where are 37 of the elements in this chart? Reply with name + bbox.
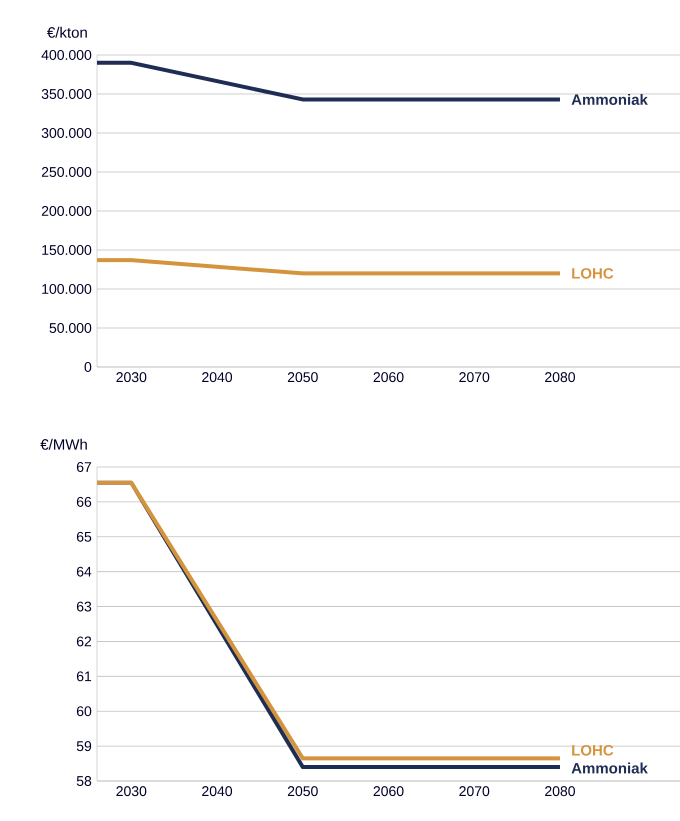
x-tick-label: 2060 bbox=[374, 786, 404, 796]
y-tick-label: 65 bbox=[76, 532, 92, 542]
y-axis-title: €/MWh bbox=[40, 438, 87, 450]
series-label: Ammoniak bbox=[572, 762, 648, 774]
y-tick-label: 64 bbox=[76, 566, 92, 577]
x-tick-label: 2030 bbox=[116, 786, 146, 796]
y-tick-label: 0 bbox=[84, 362, 92, 372]
series-label: LOHC bbox=[572, 268, 614, 279]
y-tick-label: 61 bbox=[76, 671, 92, 682]
y-tick-label: 63 bbox=[76, 602, 92, 612]
x-tick-label: 2060 bbox=[374, 372, 404, 382]
y-tick-label: 59 bbox=[76, 741, 92, 752]
y-tick-label: 400.000 bbox=[42, 50, 92, 60]
series-label: LOHC bbox=[572, 745, 614, 756]
y-tick-label: 66 bbox=[76, 496, 92, 507]
x-tick-label: 2040 bbox=[202, 786, 232, 796]
x-tick-label: 2070 bbox=[459, 372, 490, 382]
y-tick-label: 50.000 bbox=[50, 323, 92, 333]
y-tick-label: 62 bbox=[76, 636, 92, 646]
y-axis-title: €/kton bbox=[47, 26, 87, 38]
y-tick-label: 100.000 bbox=[42, 284, 92, 294]
y-tick-label: 350.000 bbox=[42, 89, 92, 99]
series-label: Ammoniak bbox=[572, 94, 648, 105]
y-tick-label: 67 bbox=[76, 462, 92, 472]
y-tick-label: 150.000 bbox=[42, 245, 92, 255]
y-tick-label: 58 bbox=[76, 776, 92, 786]
y-tick-label: 300.000 bbox=[42, 128, 92, 138]
x-tick-label: 2030 bbox=[116, 372, 146, 382]
x-tick-label: 2070 bbox=[459, 786, 490, 796]
x-tick-label: 2080 bbox=[545, 786, 575, 796]
x-tick-label: 2050 bbox=[288, 786, 318, 796]
y-tick-label: 250.000 bbox=[42, 167, 92, 177]
x-tick-label: 2050 bbox=[288, 372, 318, 382]
x-tick-label: 2040 bbox=[202, 372, 232, 382]
y-tick-label: 200.000 bbox=[42, 206, 92, 216]
x-tick-label: 2080 bbox=[545, 372, 575, 382]
y-tick-label: 60 bbox=[76, 706, 92, 716]
